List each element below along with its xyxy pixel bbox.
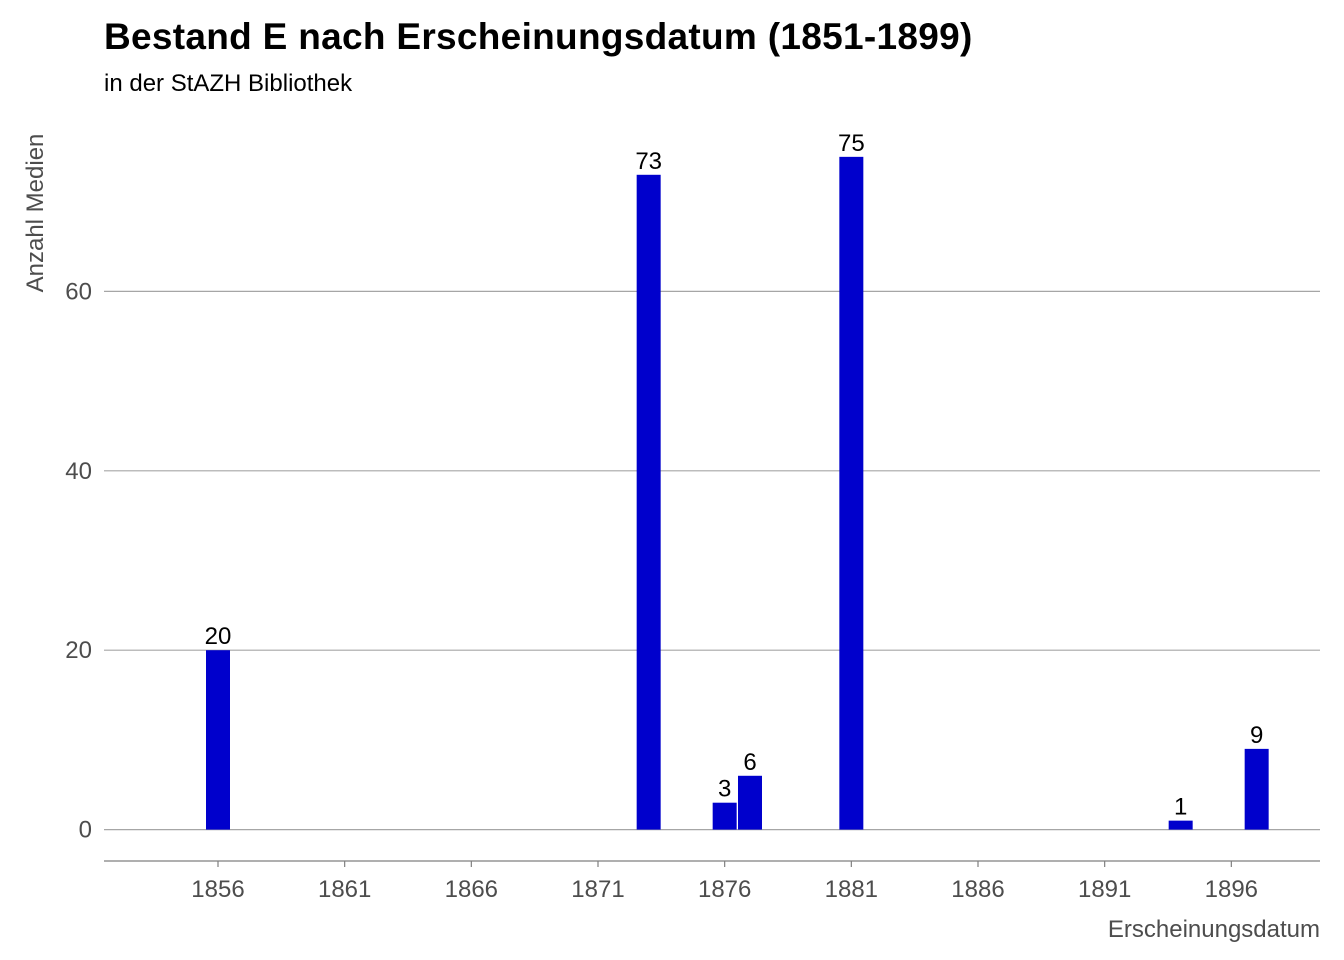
grid-lines bbox=[104, 290, 1320, 831]
y-tick-label: 20 bbox=[65, 637, 92, 664]
chart-subtitle: in der StAZH Bibliothek bbox=[104, 70, 353, 97]
x-axis bbox=[104, 860, 1320, 867]
x-tick-label: 1881 bbox=[825, 876, 878, 903]
x-tick-label: 1866 bbox=[445, 876, 498, 903]
x-tick-label: 1891 bbox=[1078, 876, 1131, 903]
bar bbox=[1168, 820, 1193, 830]
bar bbox=[206, 650, 230, 830]
x-tick-label: 1861 bbox=[318, 876, 371, 903]
bar bbox=[839, 156, 864, 830]
x-axis-title: Erscheinungsdatum bbox=[1108, 916, 1320, 943]
data-label: 75 bbox=[838, 130, 865, 157]
tick-labels: 0 20 40 60 1856 1861 1866 1871 1876 1881 1886 1891 1… bbox=[65, 278, 1258, 903]
data-label: 20 bbox=[205, 623, 232, 650]
bar bbox=[636, 174, 661, 830]
bar bbox=[1244, 748, 1269, 830]
data-labels: 20 73 36 75 1 9 bbox=[205, 130, 1264, 821]
data-label: 6 bbox=[743, 749, 756, 776]
y-tick-label: 40 bbox=[65, 458, 92, 485]
bars bbox=[206, 156, 1269, 830]
bar bbox=[712, 802, 737, 830]
x-tick-label: 1856 bbox=[191, 876, 244, 903]
x-tick-label: 1896 bbox=[1205, 876, 1258, 903]
data-label: 3 bbox=[718, 776, 731, 803]
chart-title: Bestand E nach Erscheinungsdatum (1851-1… bbox=[104, 16, 973, 57]
data-label: 73 bbox=[635, 148, 662, 175]
y-axis-title: Anzahl Medien bbox=[22, 134, 49, 293]
y-tick-label: 0 bbox=[79, 817, 92, 844]
y-tick-label: 60 bbox=[65, 278, 92, 305]
x-tick-label: 1871 bbox=[571, 876, 624, 903]
x-tick-label: 1886 bbox=[951, 876, 1004, 903]
data-label: 9 bbox=[1250, 722, 1263, 749]
x-tick-label: 1876 bbox=[698, 876, 751, 903]
data-label: 1 bbox=[1174, 794, 1187, 821]
bar bbox=[738, 775, 762, 830]
